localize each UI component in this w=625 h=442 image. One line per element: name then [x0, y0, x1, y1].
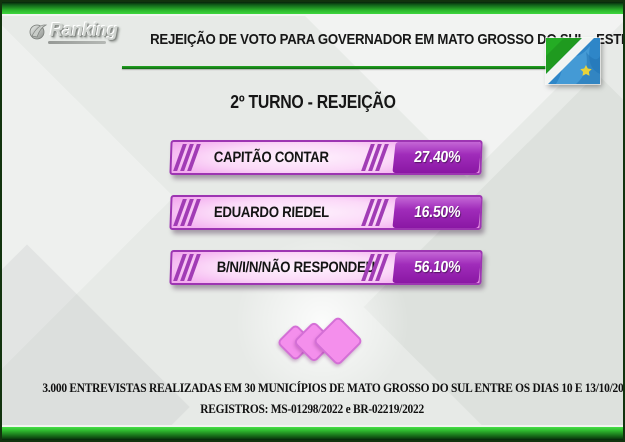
candidate-name: EDUARDO RIEDEL [213, 204, 330, 221]
header-underline [122, 66, 552, 69]
candidate-name: B/N/I/N/NÃO RESPONDEU [216, 259, 376, 276]
footer-methodology: 3.000 ENTREVISTAS REALIZADAS EM 30 MUNIC… [42, 380, 625, 395]
top-green-border [2, 2, 623, 16]
background-diamond-light [2, 20, 174, 374]
diamonds-decoration [276, 315, 364, 368]
poll-bar-nao-respondeu: B/N/I/N/NÃO RESPONDEU 56.10% [169, 250, 483, 285]
value-label: 27.40% [413, 148, 462, 166]
ranking-logo-tagline [48, 41, 106, 44]
ranking-logo-icon [29, 24, 48, 39]
ranking-logo: Ranking [28, 20, 123, 54]
footer-registrations: REGISTROS: MS-01298/2022 e BR-02219/2022 [200, 401, 425, 416]
value-box: 56.10% [392, 252, 482, 283]
value-box: 16.50% [392, 197, 482, 228]
poll-bar-eduardo-riedel: EDUARDO RIEDEL 16.50% [169, 195, 483, 230]
value-label: 16.50% [413, 203, 462, 221]
poll-bar-body: EDUARDO RIEDEL 16.50% [169, 195, 483, 230]
poll-bar-body: CAPITÃO CONTAR 27.40% [169, 140, 483, 175]
section-title: 2º TURNO - REJEIÇÃO [229, 92, 396, 112]
diamond-icon [312, 315, 364, 367]
poll-bar-capitao-contar: CAPITÃO CONTAR 27.40% [169, 140, 483, 175]
bottom-green-border [2, 425, 623, 440]
ranking-logo-text: Ranking [50, 20, 118, 40]
candidate-name: CAPITÃO CONTAR [213, 149, 329, 166]
mato-grosso-do-sul-flag-icon [545, 37, 601, 85]
value-label: 56.10% [413, 258, 462, 276]
poll-bar-body: B/N/I/N/NÃO RESPONDEU 56.10% [169, 250, 483, 285]
value-box: 27.40% [392, 142, 482, 173]
page-title: REJEIÇÃO DE VOTO PARA GOVERNADOR EM MATO… [150, 31, 625, 48]
